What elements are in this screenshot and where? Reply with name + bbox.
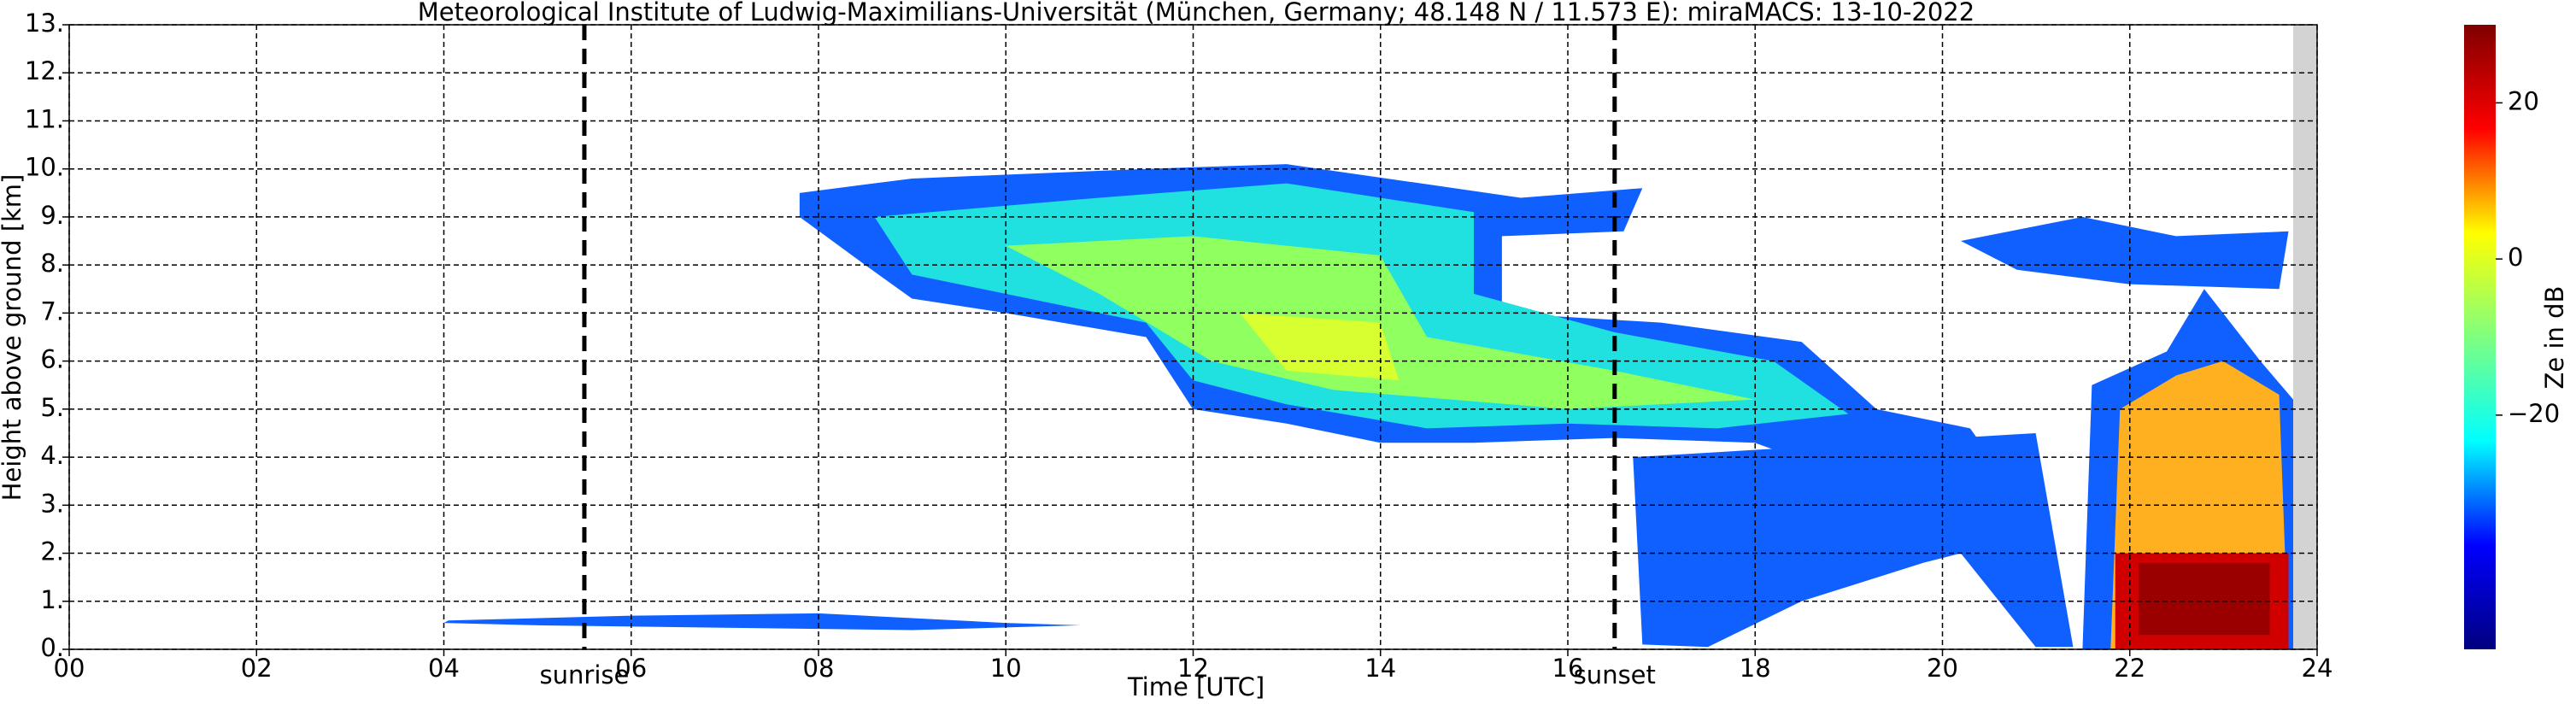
x-tick-label: 02 [241,654,273,683]
x-tick-label: 04 [428,654,460,683]
colorbar-tick-label: 20 [2508,86,2539,115]
colorbar-label: Ze in dB [2540,286,2569,390]
y-tick-label: 10. [25,153,64,182]
colorbar [2464,25,2496,649]
y-tick-label: 12. [25,56,64,85]
y-tick-label: 9. [40,201,64,230]
event-label: sunset [1574,660,1656,689]
x-tick-label: 16 [1552,654,1584,683]
y-tick-label: 3. [40,489,64,518]
x-tick-label: 08 [803,654,835,683]
y-tick-label: 0. [40,633,64,662]
y-tick-label: 2. [40,537,64,566]
x-tick-label: 18 [1740,654,1771,683]
event-label: sunrise [540,660,630,689]
y-tick-label: 4. [40,441,64,470]
y-tick-label: 1. [40,585,64,614]
y-tick-label: 5. [40,393,64,422]
y-tick-label: 7. [40,296,64,326]
colorbar-tick-label: −20 [2508,399,2560,428]
x-tick-label: 12 [1177,654,1209,683]
x-tick-label: 10 [990,654,1022,683]
x-tick-label: 20 [1927,654,1958,683]
y-tick-label: 11. [25,104,64,133]
y-tick-label: 6. [40,345,64,374]
x-tick-label: 14 [1364,654,1396,683]
y-axis-label: Height above ground [km] [0,174,26,502]
y-tick-label: 8. [40,249,64,278]
x-tick-label: 24 [2302,654,2333,683]
colorbar-tick-label: 0 [2508,243,2523,272]
x-tick-label: 22 [2114,654,2145,683]
x-axis-label: Time [UTC] [1127,672,1265,701]
chart-title: Meteorological Institute of Ludwig-Maxim… [418,0,1975,26]
y-tick-label: 13. [25,9,64,38]
x-tick-label: 06 [615,654,647,683]
x-tick-label: 00 [54,654,85,683]
